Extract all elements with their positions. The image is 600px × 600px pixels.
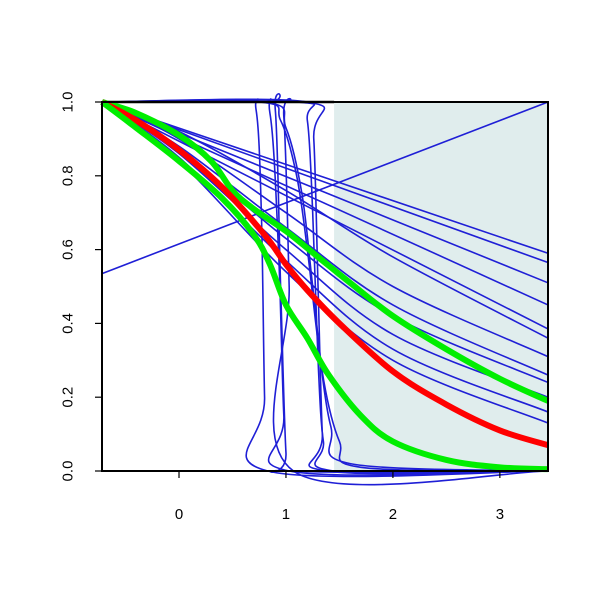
y-tick-label: 1.0: [60, 92, 77, 113]
shaded-region: [334, 102, 548, 471]
green-upper-series: [101, 99, 550, 404]
y-tick-label: 0.8: [60, 165, 77, 186]
thin-series-line-3: [101, 101, 549, 264]
y-axis: 0.0 0.2 0.4 0.6 0.8 1.0: [60, 92, 102, 482]
thin-series-line-8: [101, 101, 549, 358]
y-tick-label: 0.0: [60, 461, 77, 482]
thin-series-line-1: [101, 101, 549, 275]
x-tick-label: 1: [282, 506, 290, 523]
x-tick-label: 2: [389, 506, 397, 523]
y-tick-label: 0.2: [60, 387, 77, 408]
thin-series-line-2: [101, 101, 549, 255]
y-tick-label: 0.4: [60, 313, 77, 334]
x-tick-label: 0: [175, 506, 183, 523]
green-lower-series: [100, 99, 549, 473]
plot-frame: [101, 101, 549, 472]
x-axis: 0 1 2 3: [175, 471, 504, 523]
y-tick-label: 0.6: [60, 239, 77, 260]
x-tick-label: 3: [496, 506, 504, 523]
red-series: [100, 99, 549, 449]
